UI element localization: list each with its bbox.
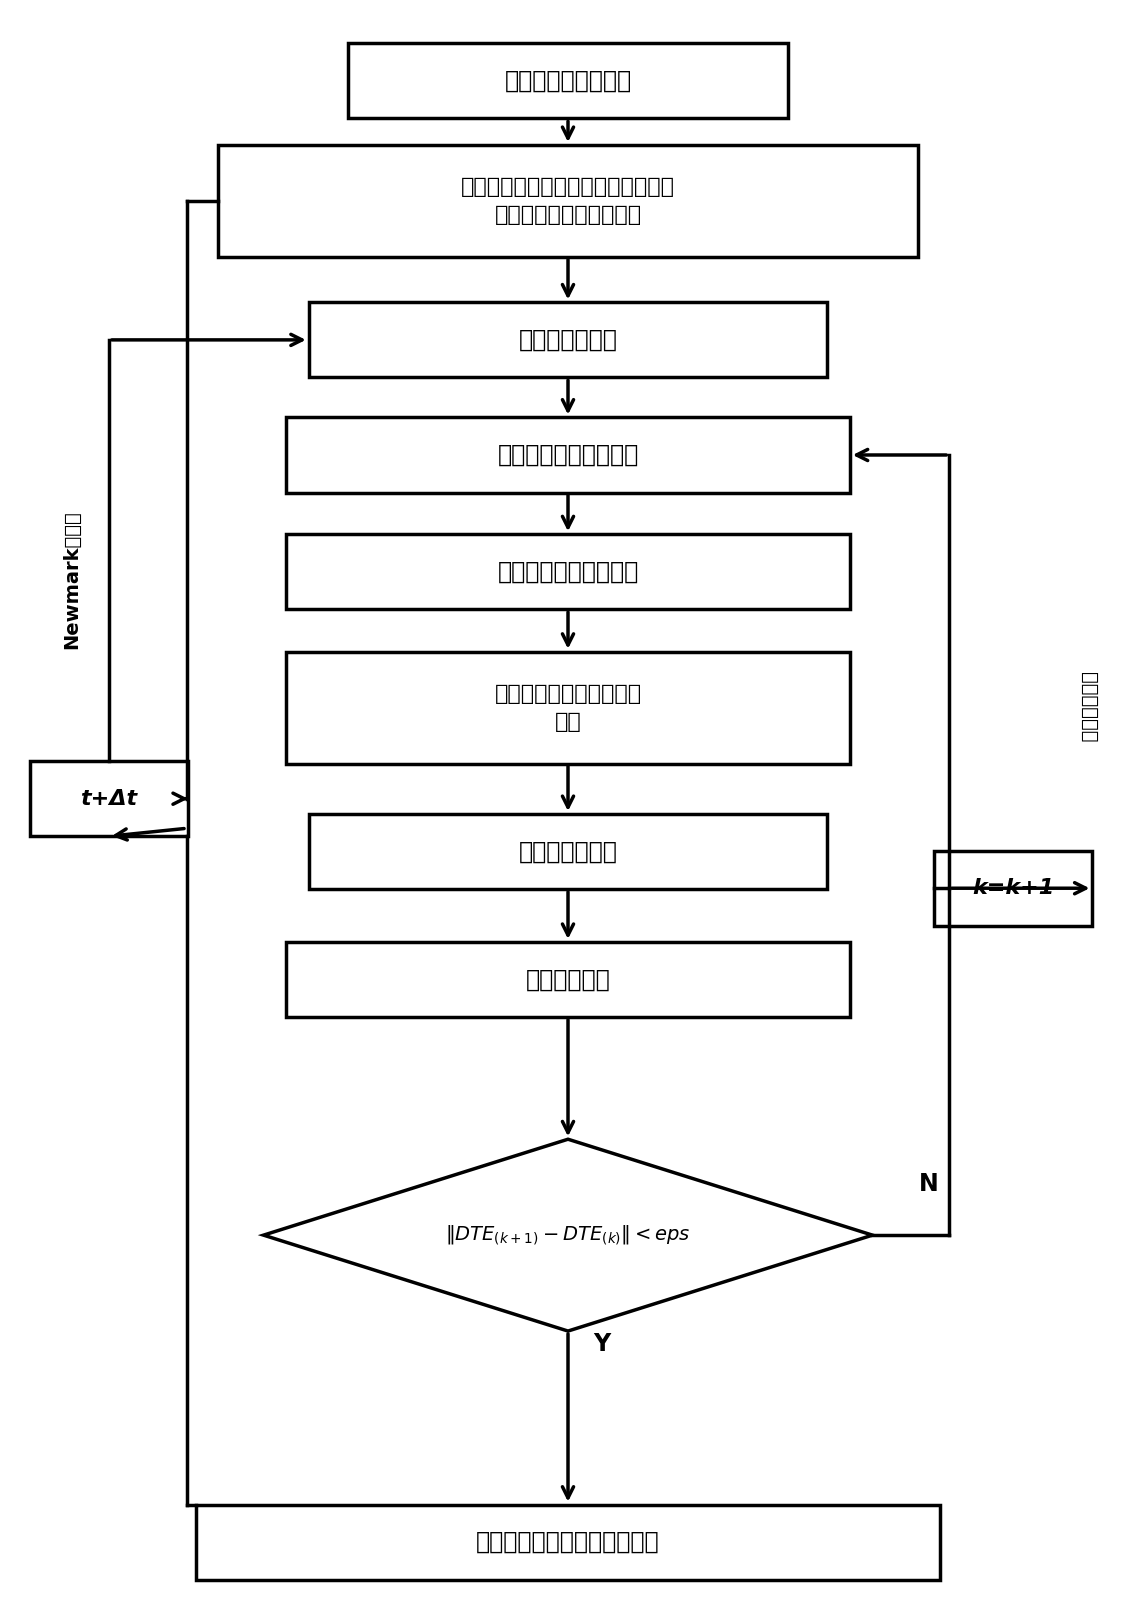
FancyBboxPatch shape (286, 942, 850, 1017)
Text: $\|DTE_{(k+1)}-DTE_{(k)}\| < eps$: $\|DTE_{(k+1)}-DTE_{(k)}\| < eps$ (445, 1223, 691, 1247)
Text: Newmark积分法: Newmark积分法 (62, 511, 82, 649)
Text: 动态传递误差: 动态传递误差 (526, 967, 610, 992)
Text: 系统动力学模型: 系统动力学模型 (518, 839, 618, 863)
Text: 动态啮合力和动态位移: 动态啮合力和动态位移 (498, 444, 638, 468)
Text: k=k+1: k=k+1 (972, 879, 1054, 898)
FancyBboxPatch shape (218, 145, 918, 257)
FancyBboxPatch shape (286, 418, 850, 493)
Text: 齿轮参数、误差参数: 齿轮参数、误差参数 (504, 69, 632, 93)
FancyBboxPatch shape (286, 534, 850, 609)
FancyBboxPatch shape (348, 43, 788, 119)
Polygon shape (264, 1139, 872, 1331)
FancyBboxPatch shape (309, 302, 827, 378)
Text: t+Δt: t+Δt (81, 789, 137, 808)
Text: 系统动力学模型: 系统动力学模型 (518, 328, 618, 352)
Text: Y: Y (593, 1332, 610, 1356)
Text: 动态齿面承载接触方程: 动态齿面承载接触方程 (498, 559, 638, 583)
FancyBboxPatch shape (309, 813, 827, 889)
Text: 不动点迭代法: 不动点迭代法 (1079, 672, 1099, 742)
FancyBboxPatch shape (935, 850, 1093, 926)
Text: 综合啮合刚度、综合啮合
误差: 综合啮合刚度、综合啮合 误差 (494, 683, 642, 731)
FancyBboxPatch shape (195, 1504, 941, 1580)
FancyBboxPatch shape (286, 651, 850, 763)
Text: 齿面载荷分布、动态传递误差: 齿面载荷分布、动态传递误差 (476, 1530, 660, 1554)
Text: 静态齿面承载接触方程求解综合啮合
刚度和综合啮合误差初值: 静态齿面承载接触方程求解综合啮合 刚度和综合啮合误差初值 (461, 177, 675, 225)
FancyBboxPatch shape (30, 762, 187, 836)
Text: N: N (919, 1172, 938, 1196)
